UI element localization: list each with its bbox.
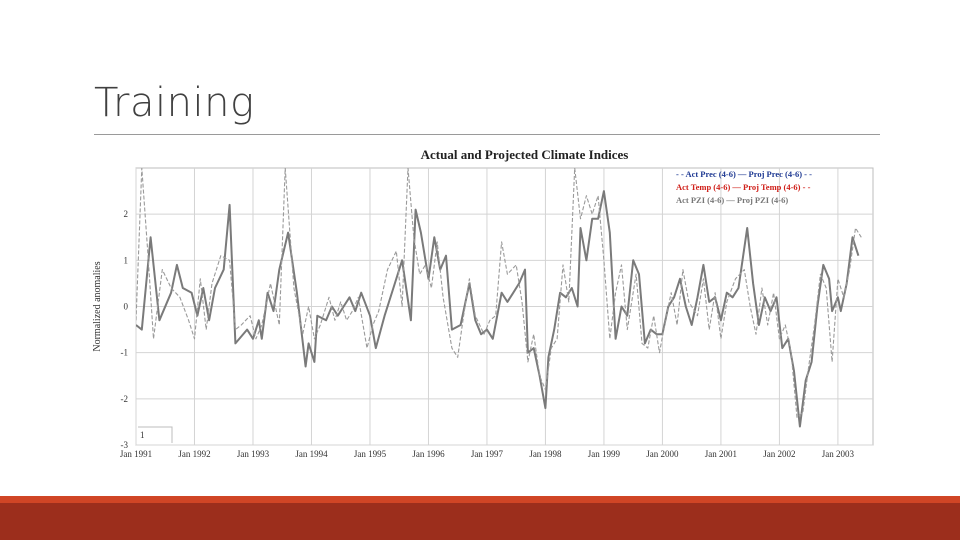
climate-chart: Jan 1991 Jan 1992 Jan 1993 Jan 1994 Jan 1995… bbox=[88, 140, 888, 470]
x-tick-label: Jan 1993 bbox=[237, 449, 270, 459]
x-tick-label: Jan 1998 bbox=[529, 449, 562, 459]
x-tick-label: Jan 2000 bbox=[646, 449, 679, 459]
legend-entry: Act Temp (4-6) — Proj Temp (4-6) - - bbox=[676, 182, 811, 192]
y-tick-label: -1 bbox=[121, 348, 129, 358]
chart-title: Actual and Projected Climate Indices bbox=[421, 147, 629, 162]
x-tick-label: Jan 1996 bbox=[412, 449, 445, 459]
y-tick-label: -2 bbox=[121, 394, 129, 404]
x-tick-label: Jan 1997 bbox=[471, 449, 504, 459]
slide-title: Training bbox=[94, 80, 254, 126]
x-tick-label: Jan 1991 bbox=[120, 449, 152, 459]
y-axis-label: Normalized anomalies bbox=[92, 261, 103, 351]
chart-container: Jan 1991 Jan 1992 Jan 1993 Jan 1994 Jan 1995… bbox=[88, 140, 888, 470]
y-tick-label: 0 bbox=[124, 302, 129, 312]
x-tick-label: Jan 2002 bbox=[763, 449, 795, 459]
x-tick-label: Jan 1995 bbox=[354, 449, 387, 459]
x-tick-label: Jan 2001 bbox=[705, 449, 737, 459]
legend-entry: - - Act Prec (4-6) — Proj Prec (4-6) - - bbox=[676, 169, 812, 179]
footer-stripe bbox=[0, 496, 960, 503]
corner-label: 1 bbox=[140, 430, 145, 440]
legend-entry: Act PZI (4-6) — Proj PZI (4-6) bbox=[676, 195, 788, 205]
x-tick-label: Jan 2003 bbox=[822, 449, 855, 459]
title-divider bbox=[94, 134, 880, 135]
x-tick-label: Jan 1992 bbox=[178, 449, 210, 459]
x-tick-label: Jan 1994 bbox=[295, 449, 328, 459]
y-tick-label: -3 bbox=[121, 440, 129, 450]
y-tick-label: 1 bbox=[124, 255, 129, 265]
y-tick-label: 2 bbox=[124, 209, 129, 219]
x-tick-label: Jan 1999 bbox=[588, 449, 621, 459]
